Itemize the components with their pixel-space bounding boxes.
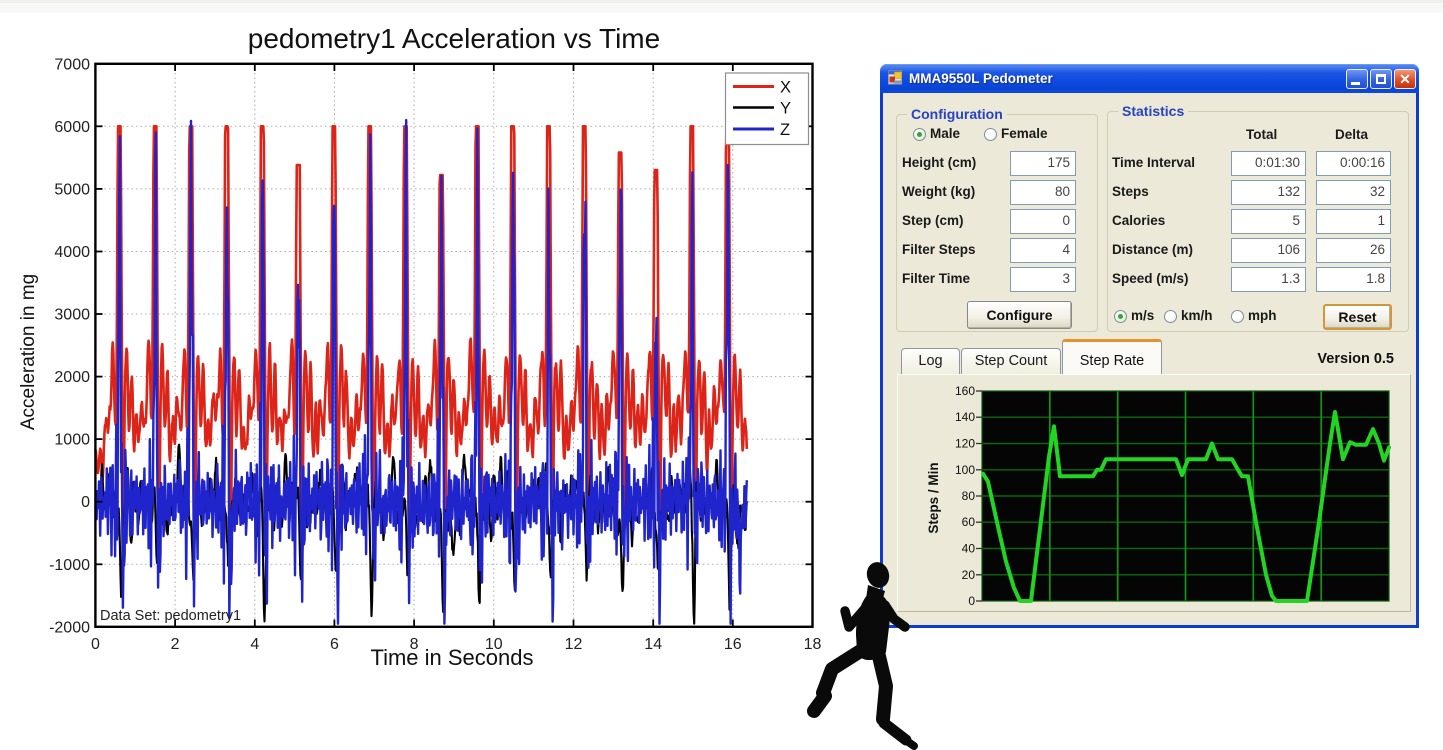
svg-text:0: 0: [968, 594, 975, 608]
svg-text:1000: 1000: [54, 432, 90, 449]
svg-text:Steps / Min: Steps / Min: [926, 462, 941, 533]
svg-text:20: 20: [962, 568, 976, 582]
svg-text:-2000: -2000: [49, 619, 90, 636]
svg-text:2: 2: [171, 636, 180, 653]
svg-text:3000: 3000: [54, 307, 90, 324]
svg-text:8: 8: [410, 636, 419, 653]
svg-text:6: 6: [330, 636, 339, 653]
svg-text:Data Set: pedometry1: Data Set: pedometry1: [100, 608, 241, 624]
svg-text:14: 14: [644, 636, 662, 653]
svg-text:Z: Z: [780, 121, 790, 139]
svg-text:80: 80: [962, 489, 976, 503]
svg-text:16: 16: [724, 636, 742, 653]
svg-text:4: 4: [250, 636, 259, 653]
svg-text:2000: 2000: [54, 369, 90, 386]
svg-text:60: 60: [962, 515, 976, 529]
svg-text:Acceleration in mg: Acceleration in mg: [18, 274, 39, 430]
svg-text:160: 160: [955, 384, 975, 398]
svg-text:-1000: -1000: [49, 557, 90, 574]
svg-text:X: X: [780, 79, 791, 97]
svg-text:Y: Y: [780, 100, 791, 118]
svg-text:7000: 7000: [54, 56, 90, 73]
svg-text:5000: 5000: [54, 181, 90, 198]
svg-text:6000: 6000: [54, 119, 90, 136]
svg-text:pedometry1 Acceleration vs Tim: pedometry1 Acceleration vs Time: [248, 23, 660, 54]
svg-text:40: 40: [962, 542, 976, 556]
svg-text:18: 18: [804, 636, 822, 653]
svg-text:120: 120: [955, 437, 975, 451]
svg-text:100: 100: [955, 463, 975, 477]
svg-text:Time in Seconds: Time in Seconds: [370, 645, 533, 670]
svg-text:10: 10: [485, 636, 503, 653]
svg-text:12: 12: [565, 636, 583, 653]
svg-text:0: 0: [91, 636, 100, 653]
svg-text:140: 140: [955, 410, 975, 424]
svg-text:0: 0: [81, 494, 90, 511]
svg-text:4000: 4000: [54, 244, 90, 261]
